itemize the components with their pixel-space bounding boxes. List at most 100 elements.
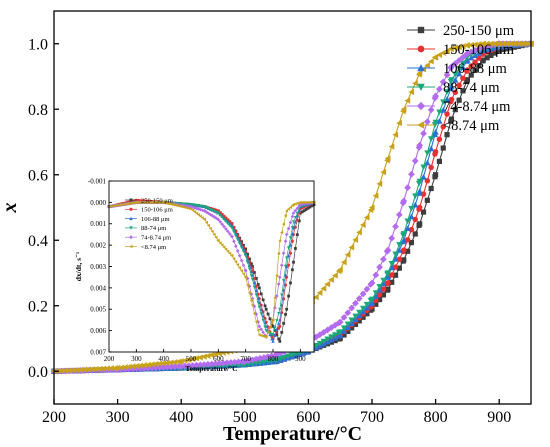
data-point — [231, 358, 239, 366]
data-point — [197, 354, 203, 361]
data-point — [448, 45, 455, 52]
data-point — [344, 321, 351, 328]
data-point — [476, 63, 482, 69]
data-point — [151, 200, 155, 205]
data-point — [380, 169, 387, 176]
data-point — [308, 205, 312, 209]
data-point — [202, 217, 207, 222]
data-point — [204, 360, 212, 368]
y-tick-label: 0.0 — [28, 364, 48, 381]
data-point — [292, 351, 299, 358]
data-point — [137, 362, 144, 369]
data-point — [245, 260, 250, 265]
data-point — [281, 222, 286, 226]
data-point — [360, 314, 366, 320]
data-point — [268, 325, 272, 330]
data-point — [468, 63, 474, 69]
data-point — [389, 279, 395, 285]
data-point — [459, 64, 467, 71]
data-point — [242, 243, 245, 247]
data-point — [186, 206, 190, 210]
data-point — [259, 312, 263, 316]
data-point — [227, 359, 235, 366]
data-point — [114, 364, 121, 372]
data-point — [189, 362, 197, 369]
data-point — [312, 293, 319, 301]
data-point — [492, 50, 498, 56]
y-tick-label: 0.000 — [90, 199, 106, 207]
data-point — [212, 360, 219, 368]
y-tick-label: 1.0 — [28, 36, 48, 53]
data-point — [372, 192, 379, 199]
data-point — [316, 289, 323, 296]
data-point — [372, 290, 379, 297]
data-point — [475, 45, 483, 53]
data-point — [443, 71, 451, 79]
data-point — [408, 88, 415, 96]
data-point — [377, 296, 383, 303]
data-point — [479, 43, 487, 51]
data-point — [293, 225, 297, 229]
data-point — [222, 217, 226, 222]
data-point — [256, 328, 260, 332]
data-point — [113, 204, 117, 208]
data-point — [440, 107, 447, 113]
data-point — [348, 244, 355, 251]
data-point — [404, 218, 411, 225]
data-point — [433, 172, 439, 178]
data-point — [436, 85, 443, 93]
data-point — [138, 200, 142, 205]
data-point — [302, 200, 306, 205]
data-point — [459, 53, 467, 61]
data-point — [126, 201, 130, 206]
data-point — [243, 275, 248, 279]
data-point — [278, 318, 282, 322]
data-point — [140, 200, 144, 205]
data-point — [416, 188, 423, 194]
data-point — [271, 324, 275, 328]
legend-label: 250-150 μm — [141, 197, 173, 204]
data-point — [451, 60, 459, 67]
data-point — [230, 254, 234, 258]
data-point — [291, 211, 296, 215]
data-point — [257, 324, 262, 329]
data-point — [189, 207, 193, 211]
data-point — [248, 257, 251, 261]
data-point — [271, 339, 275, 343]
x-tick-label: 600 — [213, 355, 224, 363]
data-point — [359, 305, 367, 312]
data-point — [271, 333, 275, 337]
data-point — [464, 77, 470, 83]
data-point — [281, 251, 286, 256]
data-point — [104, 365, 111, 372]
legend-label: 150-106 μm — [141, 207, 173, 214]
series-group — [107, 198, 316, 343]
data-point — [128, 201, 132, 206]
data-point — [280, 230, 284, 235]
data-point — [220, 243, 224, 247]
y-tick-label: 0.003 — [90, 263, 106, 271]
data-point — [282, 321, 286, 325]
data-point — [284, 353, 292, 360]
data-point — [518, 40, 525, 47]
data-point — [278, 307, 282, 311]
data-point — [423, 118, 431, 126]
data-point — [294, 247, 297, 250]
data-point — [416, 141, 424, 149]
data-point — [428, 185, 434, 192]
data-point — [459, 43, 466, 50]
data-point — [214, 235, 218, 240]
data-point — [424, 62, 430, 69]
data-point — [468, 72, 474, 78]
data-point — [284, 232, 289, 237]
legend-marker — [417, 45, 425, 53]
data-point — [385, 280, 391, 286]
data-point — [200, 216, 204, 220]
plot-frame — [53, 10, 532, 405]
data-point — [289, 251, 292, 255]
data-point — [439, 78, 447, 86]
data-point — [336, 318, 344, 326]
data-point — [206, 223, 210, 228]
data-point — [164, 359, 170, 366]
data-point — [256, 301, 260, 305]
